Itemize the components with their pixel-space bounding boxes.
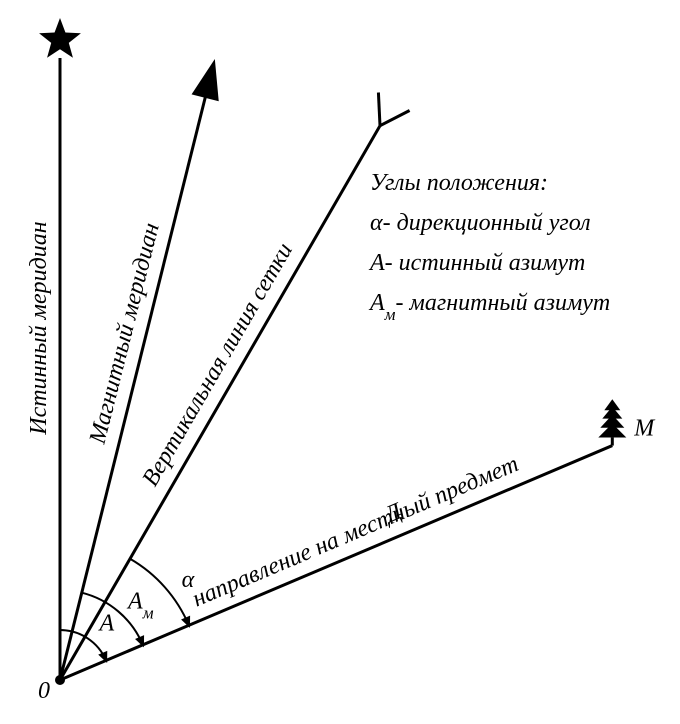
legend-item-0: α- дирекционный угол: [370, 210, 591, 236]
origin-label: 0: [38, 678, 50, 704]
angle-label-alpha: α: [182, 567, 195, 593]
angle-label-A: А: [98, 611, 115, 637]
legend-item-1: А- истинный азимут: [368, 250, 585, 276]
origin-point: [55, 675, 65, 685]
true_meridian-label: Истинный меридиан: [26, 221, 52, 435]
object_direction-end-label: М: [633, 416, 656, 442]
legend-title: Углы положения:: [370, 170, 548, 196]
